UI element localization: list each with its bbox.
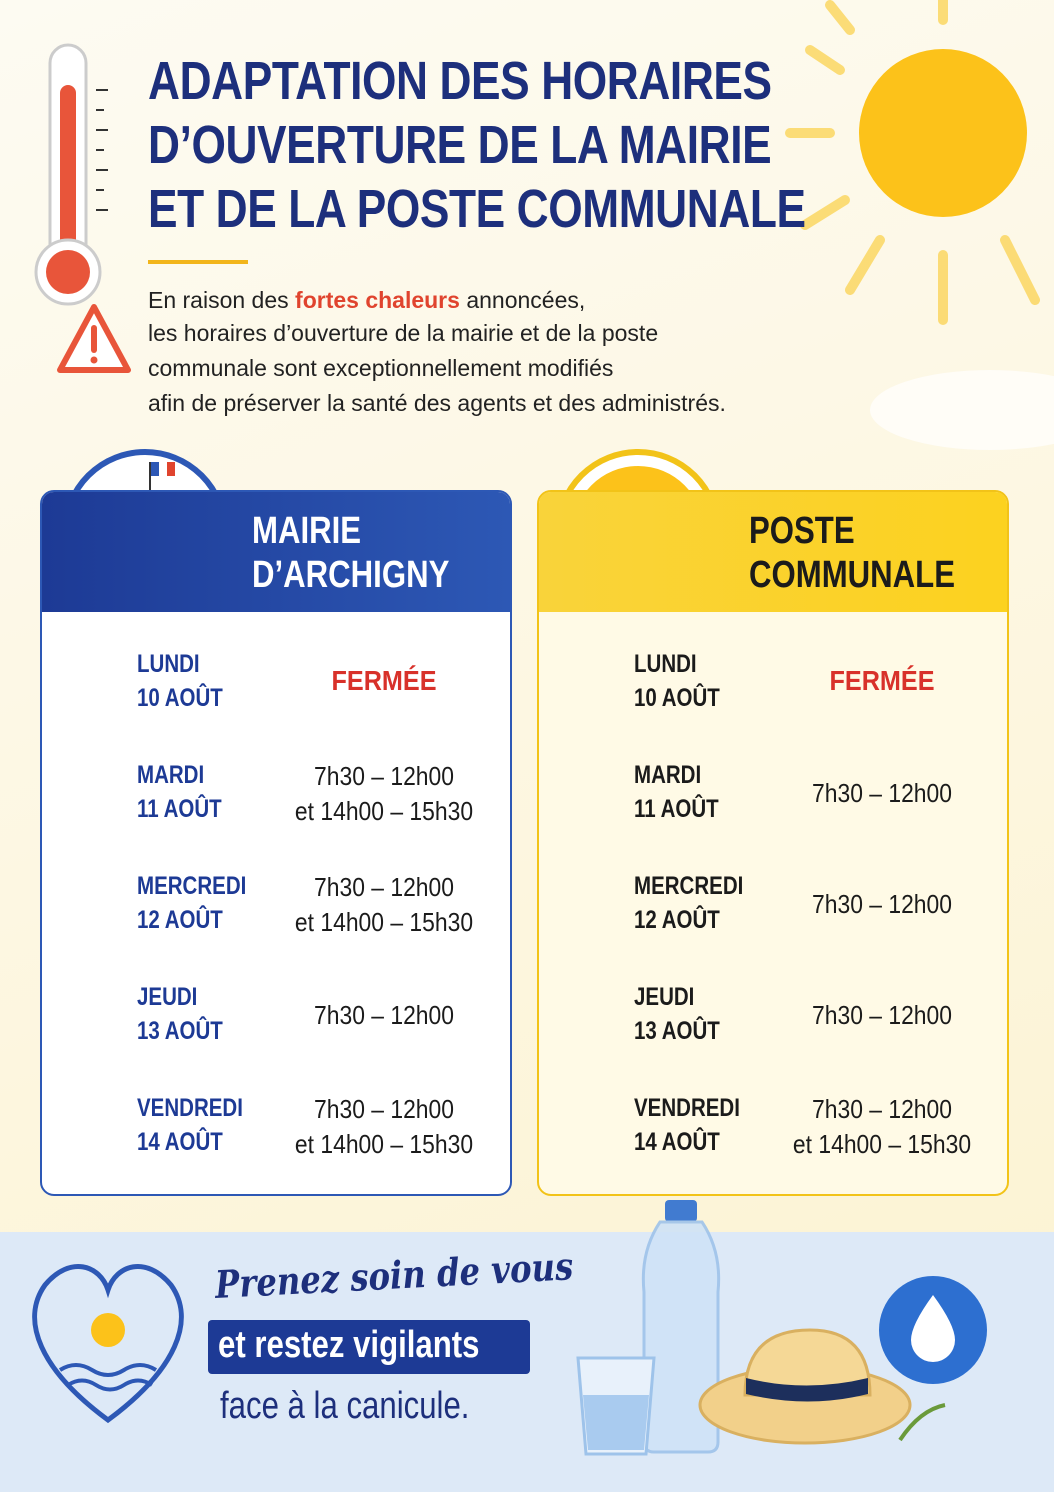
date: 10 AOÛT bbox=[137, 684, 223, 712]
title-line: ET DE LA POSTE COMMUNALE bbox=[148, 179, 806, 239]
intro-line: En raison des fortes chaleurs annoncées, bbox=[148, 287, 585, 314]
hours: et 14h00 – 15h30 bbox=[294, 795, 474, 826]
date: 11 AOÛT bbox=[137, 795, 222, 823]
card-title: POSTE bbox=[749, 510, 855, 552]
day-name: VENDREDI bbox=[634, 1094, 740, 1122]
day-name: LUNDI bbox=[137, 650, 200, 678]
day-name: JEUDI bbox=[137, 983, 198, 1011]
text-run: annoncées, bbox=[459, 287, 586, 313]
sun bbox=[785, 0, 1040, 325]
title-line: ADAPTATION DES HORAIRES bbox=[148, 51, 772, 111]
status: FERMÉE bbox=[829, 665, 935, 696]
hours: 7h30 – 12h00 bbox=[812, 1000, 952, 1030]
card-title: D’ARCHIGNY bbox=[252, 554, 450, 596]
card-header bbox=[539, 492, 1007, 612]
day-name: MARDI bbox=[137, 761, 205, 789]
hours: 7h30 – 12h00 bbox=[812, 1093, 952, 1124]
card-header bbox=[42, 492, 510, 612]
hours: 7h30 – 12h00 bbox=[314, 1000, 454, 1030]
date: 13 AOÛT bbox=[634, 1017, 720, 1045]
hours: et 14h00 – 15h30 bbox=[792, 1128, 972, 1159]
hours: 7h30 – 12h00 bbox=[314, 871, 454, 902]
water-bottle bbox=[641, 1200, 721, 1454]
sun-disc bbox=[859, 49, 1027, 217]
hours: 7h30 – 12h00 bbox=[314, 760, 454, 791]
hours: 7h30 – 12h00 bbox=[314, 1093, 454, 1124]
date: 13 AOÛT bbox=[137, 1017, 223, 1045]
status: FERMÉE bbox=[331, 665, 437, 696]
thermometer bbox=[34, 43, 108, 306]
day-name: LUNDI bbox=[634, 650, 697, 678]
text-run: En raison des bbox=[148, 287, 296, 313]
highlight: fortes chaleurs bbox=[295, 287, 460, 313]
card-title: MAIRIE bbox=[252, 510, 362, 552]
day-name: MERCREDI bbox=[634, 872, 744, 900]
day-name: VENDREDI bbox=[137, 1094, 243, 1122]
footer-line: et restez vigilants bbox=[218, 1324, 480, 1366]
drop-icon bbox=[879, 1276, 987, 1384]
date: 12 AOÛT bbox=[634, 906, 720, 934]
hours: et 14h00 – 15h30 bbox=[294, 1128, 474, 1159]
card-title: COMMUNALE bbox=[749, 554, 955, 596]
date: 14 AOÛT bbox=[634, 1128, 720, 1156]
heart-icon bbox=[32, 1264, 184, 1424]
highlight-box bbox=[208, 1320, 530, 1374]
intro-line: les horaires d’ouverture de la mairie et… bbox=[148, 320, 659, 346]
day-name: JEUDI bbox=[634, 983, 695, 1011]
title-line: D’OUVERTURE DE LA MAIRIE bbox=[148, 115, 772, 175]
intro-line: afin de préserver la santé des agents et… bbox=[148, 390, 726, 416]
warning-icon bbox=[57, 304, 131, 373]
intro-line: communale sont exceptionnellement modifi… bbox=[148, 355, 614, 381]
card bbox=[537, 490, 1009, 1196]
glass bbox=[576, 1356, 656, 1456]
hours: et 14h00 – 15h30 bbox=[294, 906, 474, 937]
day-name: MERCREDI bbox=[137, 872, 247, 900]
date: 14 AOÛT bbox=[137, 1128, 223, 1156]
card bbox=[40, 490, 512, 1196]
date: 10 AOÛT bbox=[634, 684, 720, 712]
hours: 7h30 – 12h00 bbox=[812, 778, 952, 808]
day-name: MARDI bbox=[634, 761, 702, 789]
date: 12 AOÛT bbox=[137, 906, 223, 934]
date: 11 AOÛT bbox=[634, 795, 719, 823]
hours: 7h30 – 12h00 bbox=[812, 889, 952, 919]
footer-line: face à la canicule. bbox=[220, 1385, 470, 1427]
hat bbox=[698, 1328, 946, 1445]
